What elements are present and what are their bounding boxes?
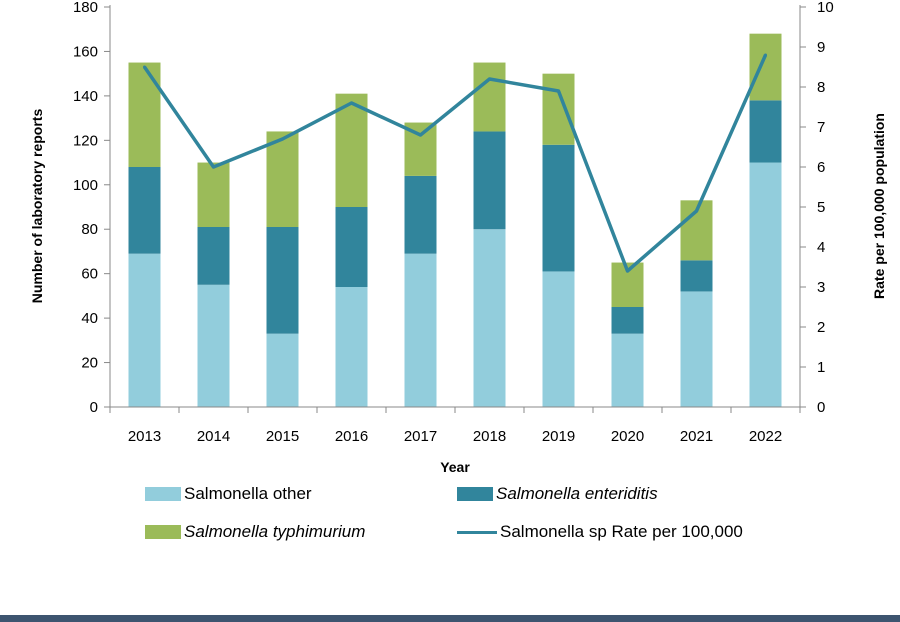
y-tick-label: 180 (73, 0, 98, 16)
bar-segment-2-2014 (197, 227, 230, 285)
y2-tick-label: 9 (817, 39, 825, 56)
rate-point-2017 (419, 133, 422, 137)
y2-tick-label: 10 (817, 0, 834, 16)
bar-segment-3-2015 (266, 131, 299, 227)
x-tick-label: 2017 (404, 428, 437, 445)
bar-segment-3-2018 (473, 62, 506, 132)
bar-segment-3-2013 (128, 62, 161, 167)
x-tick-label: 2019 (542, 428, 575, 445)
legend-label-typhimurium: Salmonella typhimurium (184, 522, 366, 541)
y-tick-label: 100 (73, 177, 98, 194)
x-tick-label: 2018 (473, 428, 506, 445)
y-tick-label: 0 (90, 399, 98, 416)
right-axis-ticks: 0 1 2 3 4 5 6 7 8 9 10 (800, 0, 834, 416)
rate-point-2019 (557, 89, 560, 93)
x-tick-label: 2016 (335, 428, 368, 445)
bar-segment-2-2022 (749, 100, 782, 163)
y2-tick-label: 7 (817, 119, 825, 136)
bar-segment-2-2020 (611, 307, 644, 334)
rate-point-2020 (626, 269, 629, 273)
bar-segment-2-2021 (680, 260, 713, 292)
bar-segment-2-2015 (266, 227, 299, 334)
bar-segment-3-2022 (749, 33, 782, 101)
x-tick-label: 2021 (680, 428, 713, 445)
bar-segment-1-2020 (611, 333, 644, 407)
y2-axis-title: Rate per 100,000 population (871, 113, 887, 299)
x-tick-label: 2014 (197, 428, 230, 445)
x-axis-ticks: 2013 2014 2015 2016 2017 2018 2019 2020 2021 2022 (109, 407, 801, 445)
bar-segment-1-2018 (473, 229, 506, 407)
bar-segment-1-2013 (128, 253, 161, 407)
y2-tick-label: 2 (817, 319, 825, 336)
x-tick-label: 2015 (266, 428, 299, 445)
bar-segment-2-2019 (542, 144, 575, 272)
bar-segment-3-2014 (197, 162, 230, 227)
legend-swatch-other (145, 487, 181, 501)
salmonella-chart: 0 20 40 60 80 100 120 140 160 180 0 1 2 3 4 5 6 7 8 9 10 20… (29, 0, 887, 475)
bar-segment-2-2018 (473, 131, 506, 230)
y-tick-label: 80 (81, 221, 98, 238)
bar-segment-2-2013 (128, 167, 161, 254)
y-tick-label: 140 (73, 88, 98, 105)
rate-point-2016 (350, 101, 353, 105)
y2-tick-label: 4 (817, 239, 825, 256)
rate-point-2022 (764, 53, 767, 57)
legend-item-typhimurium: Salmonella typhimurium (145, 522, 365, 542)
bar-segment-1-2022 (749, 162, 782, 407)
rate-point-2021 (695, 209, 698, 213)
legend-swatch-typhimurium (145, 525, 181, 539)
y2-tick-label: 0 (817, 399, 825, 416)
y-tick-label: 40 (81, 310, 98, 327)
y2-tick-label: 3 (817, 279, 825, 296)
bar-segment-1-2014 (197, 284, 230, 407)
stacked-bars (128, 33, 782, 407)
rate-point-2018 (488, 77, 491, 81)
legend-label-other: Salmonella other (184, 484, 312, 503)
bar-segment-3-2016 (335, 93, 368, 207)
bar-segment-2-2017 (404, 175, 437, 254)
left-axis-ticks: 0 20 40 60 80 100 120 140 160 180 (73, 0, 110, 416)
y2-tick-label: 5 (817, 199, 825, 216)
rate-point-2014 (212, 165, 215, 169)
bar-segment-1-2019 (542, 271, 575, 407)
x-axis-title: Year (440, 459, 470, 475)
x-tick-label: 2020 (611, 428, 644, 445)
rate-line (143, 54, 768, 273)
rate-line-series (143, 53, 768, 273)
y-tick-label: 160 (73, 43, 98, 60)
y-tick-label: 60 (81, 266, 98, 283)
footer-bar (0, 615, 900, 622)
bar-segment-1-2016 (335, 287, 368, 407)
y2-tick-label: 8 (817, 79, 825, 96)
legend-swatch-rate (457, 530, 497, 534)
legend-item-rate: Salmonella sp Rate per 100,000 (457, 522, 743, 542)
y-tick-label: 120 (73, 132, 98, 149)
x-tick-label: 2013 (128, 428, 161, 445)
y-axis-title: Number of laboratory reports (29, 109, 45, 304)
legend-label-rate: Salmonella sp Rate per 100,000 (500, 522, 743, 541)
bar-segment-3-2019 (542, 73, 575, 145)
legend-label-enteriditis: Salmonella enteriditis (496, 484, 658, 503)
bar-segment-1-2021 (680, 291, 713, 407)
x-tick-label: 2022 (749, 428, 782, 445)
legend-item-enteriditis: Salmonella enteriditis (457, 484, 658, 504)
bar-segment-1-2017 (404, 253, 437, 407)
y2-tick-label: 1 (817, 359, 825, 376)
legend-swatch-enteriditis (457, 487, 493, 501)
rate-point-2015 (281, 137, 284, 141)
rate-point-2013 (143, 65, 146, 69)
y2-tick-label: 6 (817, 159, 825, 176)
bar-segment-1-2015 (266, 333, 299, 407)
legend-item-other: Salmonella other (145, 484, 312, 504)
bar-segment-2-2016 (335, 207, 368, 287)
y-tick-label: 20 (81, 355, 98, 372)
